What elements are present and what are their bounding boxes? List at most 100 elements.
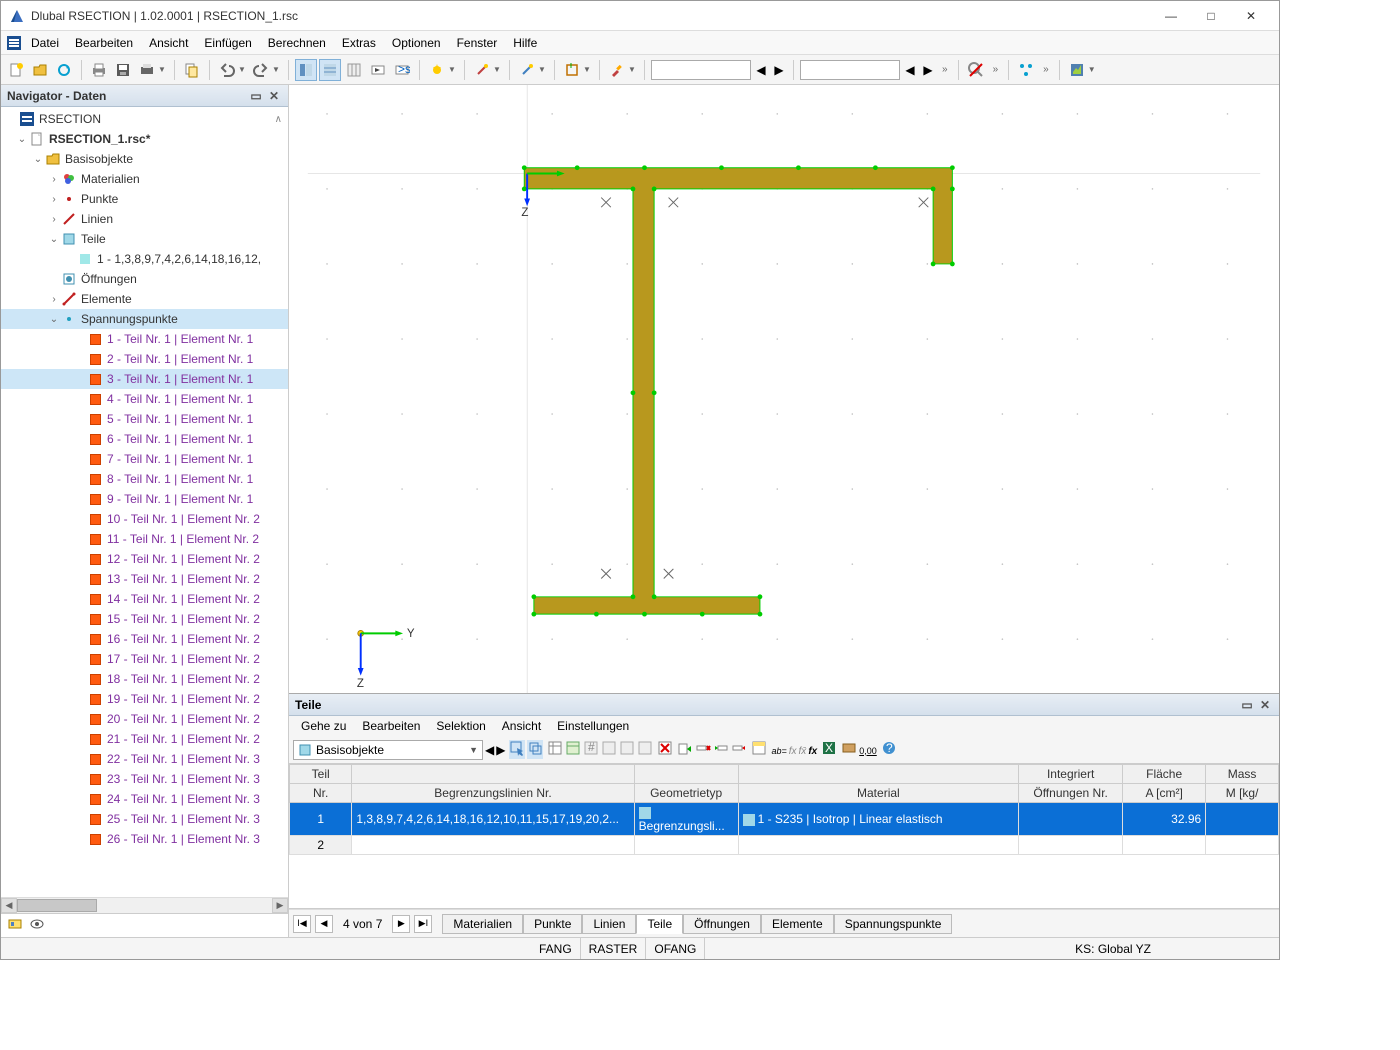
bp-tbl5-button[interactable]: [619, 740, 635, 759]
eye-icon[interactable]: [29, 916, 45, 935]
bp-menu-selektion[interactable]: Selektion: [428, 718, 493, 734]
bp-delete-button[interactable]: [657, 740, 673, 759]
nav-next-button[interactable]: ▶: [771, 59, 787, 81]
script-button[interactable]: >sc: [391, 59, 413, 81]
menu-einfuegen[interactable]: Einfügen: [196, 34, 259, 52]
save-button[interactable]: [112, 59, 134, 81]
col-begrenz2[interactable]: Begrenzungslinien Nr.: [352, 784, 634, 803]
bp-menu-bearbeiten[interactable]: Bearbeiten: [354, 718, 428, 734]
col-area2[interactable]: A [cm²]: [1123, 784, 1206, 803]
tree-sp-item[interactable]: 6 - Teil Nr. 1 | Element Nr. 1: [1, 429, 288, 449]
bp-tab-punkte[interactable]: Punkte: [523, 914, 582, 934]
bp-help-button[interactable]: ?: [881, 740, 897, 759]
bp-prev-button[interactable]: ◀: [485, 743, 494, 757]
star1-button[interactable]: [426, 59, 448, 81]
tree-sp-item[interactable]: 1 - Teil Nr. 1 | Element Nr. 1: [1, 329, 288, 349]
pager-last[interactable]: ▶I: [414, 915, 432, 933]
bp-tab-spannungspunkte[interactable]: Spannungspunkte: [834, 914, 953, 934]
col-integriert[interactable]: Integriert: [1019, 765, 1123, 784]
tree-sp-item[interactable]: 22 - Teil Nr. 1 | Element Nr. 3: [1, 749, 288, 769]
nav-next2-button[interactable]: ▶: [920, 59, 936, 81]
tree-sp-item[interactable]: 4 - Teil Nr. 1 | Element Nr. 1: [1, 389, 288, 409]
tree-teile-child[interactable]: 1 - 1,3,8,9,7,4,2,6,14,18,16,12,: [1, 249, 288, 269]
status-fang[interactable]: FANG: [531, 938, 581, 959]
bp-tbl3-button[interactable]: #: [583, 740, 599, 759]
dropdown-arrow-icon[interactable]: ▼: [538, 65, 546, 74]
panel3-button[interactable]: [343, 59, 365, 81]
tree-sp-item[interactable]: 16 - Teil Nr. 1 | Element Nr. 2: [1, 629, 288, 649]
table-row[interactable]: 2: [290, 836, 1279, 855]
col-mat2[interactable]: Material: [738, 784, 1019, 803]
tree-spannungspunkte[interactable]: ⌄ Spannungspunkte: [1, 309, 288, 329]
dropdown-arrow-icon[interactable]: ▼: [493, 65, 501, 74]
tree-elemente[interactable]: › Elemente: [1, 289, 288, 309]
bp-fx2-button[interactable]: fx̄: [799, 743, 807, 757]
bp-tab-teile[interactable]: Teile: [636, 914, 683, 934]
dropdown-arrow-icon[interactable]: ▼: [1088, 65, 1096, 74]
panel1-button[interactable]: [295, 59, 317, 81]
tree-sp-item[interactable]: 15 - Teil Nr. 1 | Element Nr. 2: [1, 609, 288, 629]
menu-fenster[interactable]: Fenster: [449, 34, 506, 52]
bp-zero-button[interactable]: 0,00: [859, 743, 877, 757]
refresh-button[interactable]: [53, 59, 75, 81]
wand1-button[interactable]: [471, 59, 493, 81]
tree-sp-item[interactable]: 14 - Teil Nr. 1 | Element Nr. 2: [1, 589, 288, 609]
close-icon[interactable]: ✕: [266, 88, 282, 104]
bp-tab-materialien[interactable]: Materialien: [442, 914, 523, 934]
bp-sel1-button[interactable]: [509, 740, 525, 759]
footer-icon-1[interactable]: [7, 916, 23, 935]
bp-tab-elemente[interactable]: Elemente: [761, 914, 834, 934]
col-begrenz[interactable]: [352, 765, 634, 784]
minimize-button[interactable]: —: [1151, 2, 1191, 30]
bp-import-button[interactable]: [677, 740, 693, 759]
bp-colorize-button[interactable]: [751, 740, 767, 759]
tree-teile[interactable]: ⌄ Teile: [1, 229, 288, 249]
bp-next-button[interactable]: ▶: [496, 743, 505, 757]
tree-sp-item[interactable]: 2 - Teil Nr. 1 | Element Nr. 1: [1, 349, 288, 369]
tree-sp-item[interactable]: 12 - Teil Nr. 1 | Element Nr. 2: [1, 549, 288, 569]
tree-sp-item[interactable]: 24 - Teil Nr. 1 | Element Nr. 3: [1, 789, 288, 809]
bp-rowright-button[interactable]: [731, 740, 747, 759]
col-nr[interactable]: Nr.: [290, 784, 352, 803]
tree-sp-item[interactable]: 19 - Teil Nr. 1 | Element Nr. 2: [1, 689, 288, 709]
col-geo[interactable]: [634, 765, 738, 784]
dropdown-arrow-icon[interactable]: ▼: [583, 65, 591, 74]
nodes-button[interactable]: [1015, 59, 1037, 81]
col-flaeche[interactable]: Fläche: [1123, 765, 1206, 784]
pager-next[interactable]: ▶: [392, 915, 410, 933]
col-open2[interactable]: Öffnungen Nr.: [1019, 784, 1123, 803]
tree-punkte[interactable]: › Punkte: [1, 189, 288, 209]
bp-rowleft-button[interactable]: [713, 740, 729, 759]
dropdown-arrow-icon[interactable]: ▼: [238, 65, 246, 74]
pager-first[interactable]: I◀: [293, 915, 311, 933]
undo-button[interactable]: [216, 59, 238, 81]
print2-button[interactable]: [136, 59, 158, 81]
dropdown-arrow-icon[interactable]: ▼: [628, 65, 636, 74]
tree-linien[interactable]: › Linien: [1, 209, 288, 229]
tree-sp-item[interactable]: 23 - Teil Nr. 1 | Element Nr. 3: [1, 769, 288, 789]
tree-sp-item[interactable]: 18 - Teil Nr. 1 | Element Nr. 2: [1, 669, 288, 689]
bp-sel2-button[interactable]: [527, 740, 543, 759]
bp-misc1-button[interactable]: [841, 740, 857, 759]
run-button[interactable]: [367, 59, 389, 81]
bp-combo[interactable]: Basisobjekte▼: [293, 740, 483, 760]
dock-icon[interactable]: ▭: [248, 88, 264, 104]
open-button[interactable]: [29, 59, 51, 81]
status-raster[interactable]: RASTER: [581, 938, 647, 959]
menu-berechnen[interactable]: Berechnen: [260, 34, 334, 52]
tree-sp-item[interactable]: 9 - Teil Nr. 1 | Element Nr. 1: [1, 489, 288, 509]
combo1[interactable]: [651, 60, 751, 80]
menu-optionen[interactable]: Optionen: [384, 34, 449, 52]
bp-menu-einstellungen[interactable]: Einstellungen: [549, 718, 637, 734]
col-geo2[interactable]: Geometrietyp: [634, 784, 738, 803]
col-teil[interactable]: Teil: [290, 765, 352, 784]
bp-fx1-button[interactable]: fx: [789, 743, 797, 757]
col-mat[interactable]: [738, 765, 1019, 784]
table-row[interactable]: 11,3,8,9,7,4,2,6,14,18,16,12,10,11,15,17…: [290, 803, 1279, 836]
col-mass2[interactable]: M [kg/: [1206, 784, 1279, 803]
navigator-hscrollbar[interactable]: ◀▶: [1, 897, 288, 913]
brush-button[interactable]: [606, 59, 628, 81]
panel2-button[interactable]: [319, 59, 341, 81]
status-ofang[interactable]: OFANG: [646, 938, 705, 959]
redo-button[interactable]: [250, 59, 272, 81]
